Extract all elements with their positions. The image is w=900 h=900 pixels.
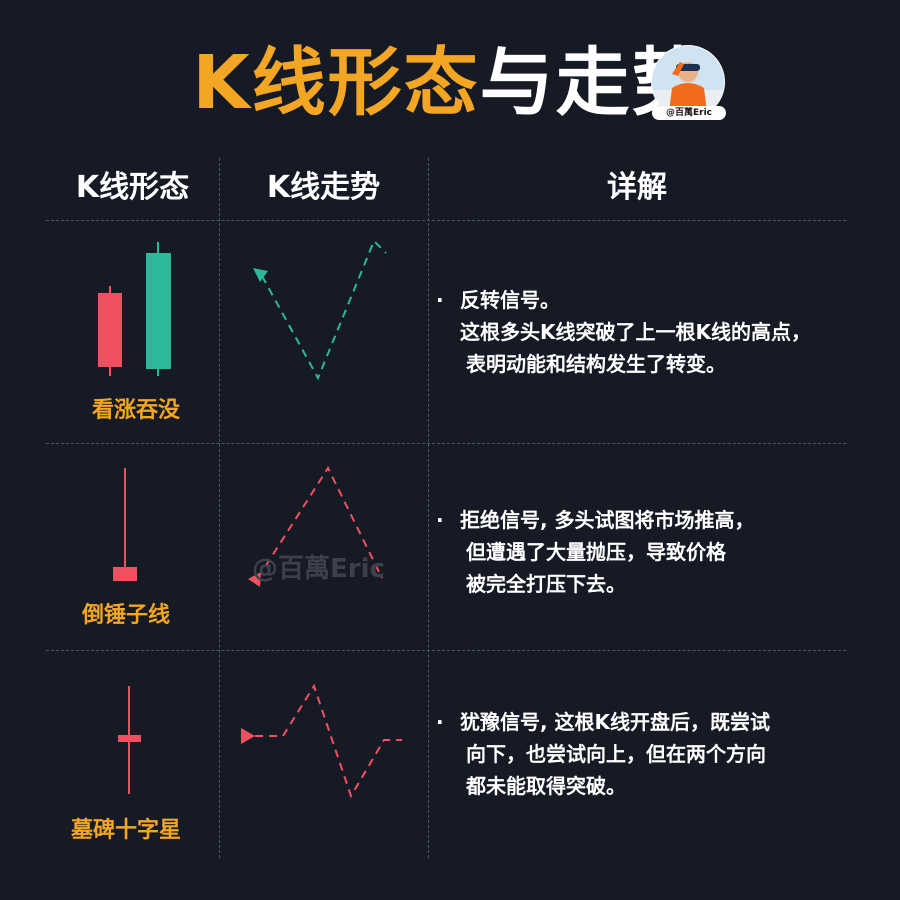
bullet: · xyxy=(436,288,444,312)
trend-line-zigzag xyxy=(255,683,402,799)
row-divider xyxy=(46,650,846,651)
detail-line: 犹豫信号, 这根K线开盘后，既尝试 xyxy=(460,710,771,734)
detail-line: 但遭遇了大量抛压，导致价格 xyxy=(466,540,726,564)
detail-line: 向下，也尝试向上，但在两个方向 xyxy=(466,742,766,766)
trend-start-arrow xyxy=(241,728,255,744)
pattern-name-gravestone-doji: 墓碑十字星 xyxy=(70,818,181,843)
column-divider xyxy=(428,158,429,858)
row-divider xyxy=(46,443,846,444)
inverted-hammer-body xyxy=(113,567,137,581)
avatar-tag: @百萬Eric xyxy=(652,106,726,120)
detail-line: 拒绝信号, 多头试图将市场推高， xyxy=(460,508,755,532)
pattern-name-bullish-engulfing: 看涨吞没 xyxy=(91,398,180,423)
detail-line: 反转信号。 xyxy=(460,288,560,312)
pattern-name-inverted-hammer: 倒锤子线 xyxy=(81,603,170,628)
header-pattern: K线形态 xyxy=(75,170,190,205)
trend-line-v xyxy=(261,239,387,381)
title-part-1: K线形态 xyxy=(192,40,480,126)
trend-start-arrow xyxy=(253,268,268,282)
detail-line: 这根多头K线突破了上一根K线的高点， xyxy=(460,320,811,344)
header-trend: K线走势 xyxy=(266,170,381,205)
bullet: · xyxy=(436,508,444,532)
trend-start-arrow xyxy=(248,572,261,587)
detail-inverted-hammer: · 拒绝信号, 多头试图将市场推高， 但遭遇了大量抛压，导致价格 被完全打压下去… xyxy=(436,504,755,600)
detail-bullish-engulfing: · 反转信号。 这根多头K线突破了上一根K线的高点， 表明动能和结构发生了转变。 xyxy=(436,284,811,380)
detail-line: 被完全打压下去。 xyxy=(466,572,626,596)
watermark: @百萬Eric xyxy=(252,554,385,584)
trend-line-peak xyxy=(257,465,383,579)
detail-line: 都未能取得突破。 xyxy=(466,774,626,798)
row-divider xyxy=(46,220,846,221)
bull-candle-body xyxy=(146,253,171,369)
column-divider xyxy=(219,158,220,858)
header-detail: 详解 xyxy=(607,170,667,205)
bullet: · xyxy=(436,710,444,734)
detail-line: 表明动能和结构发生了转变。 xyxy=(466,352,726,376)
bear-candle-body xyxy=(98,293,122,367)
gravestone-body xyxy=(118,735,141,742)
detail-gravestone-doji: · 犹豫信号, 这根K线开盘后，既尝试 向下，也尝试向上，但在两个方向 都未能取… xyxy=(436,706,770,802)
